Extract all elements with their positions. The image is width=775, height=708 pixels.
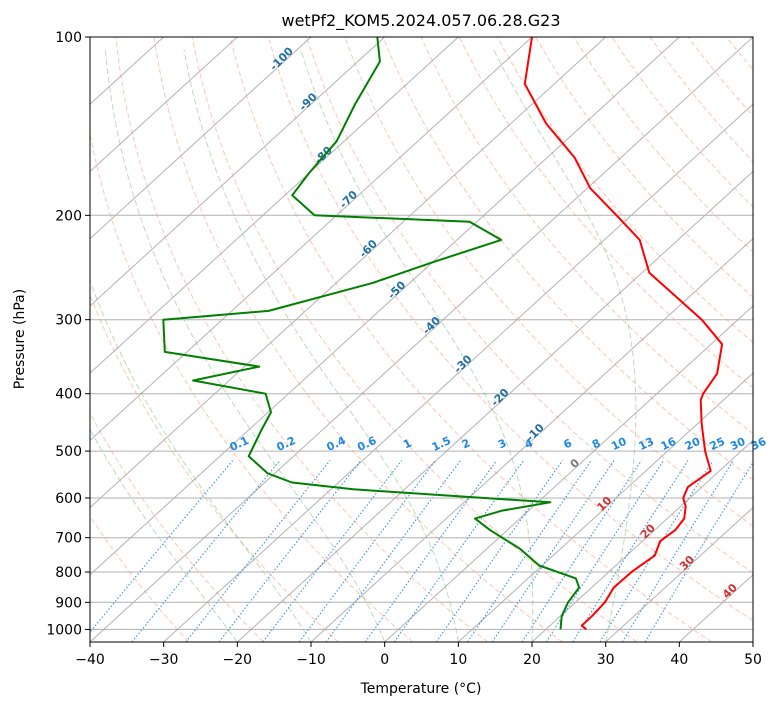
x-tick-label: −30 [149, 652, 179, 668]
x-tick-label: −20 [223, 652, 253, 668]
x-axis-label: Temperature (°C) [360, 681, 482, 697]
dry-adiabat [611, 37, 753, 208]
mixing-ratio-label: 13 [637, 435, 656, 453]
mixing-ratio-line [644, 461, 753, 642]
moist-adiabat [90, 428, 238, 642]
isotherm-line [90, 37, 312, 240]
y-axis-label: Pressure (hPa) [12, 289, 28, 389]
y-tick-label: 1000 [46, 622, 82, 638]
mixing-ratio-line [90, 460, 234, 633]
dry-adiabat [649, 37, 753, 163]
moist-adiabat [183, 49, 459, 642]
y-tick-label: 800 [55, 565, 82, 581]
isotherm-line [384, 305, 753, 642]
isotherm-line [90, 37, 238, 173]
y-axis-ticks: 1000 900 800 700 600 500 400 300 200 100 [46, 30, 90, 638]
x-tick-label: 30 [597, 652, 615, 668]
dry-adiabat [344, 37, 753, 527]
isotherm-line [90, 37, 459, 374]
isotherm-line [457, 372, 753, 642]
y-tick-label: 400 [55, 387, 82, 403]
dry-adiabat [306, 37, 753, 574]
y-tick-label: 700 [55, 531, 82, 547]
pressure-gridlines [90, 36, 753, 630]
mixing-ratio-line [325, 460, 461, 642]
profile-series [162, 37, 724, 631]
moist-adiabat [300, 49, 534, 642]
isotherm-line [236, 170, 753, 642]
isotherm-line [752, 641, 753, 642]
isotherm-line [90, 37, 753, 642]
y-tick-label: 200 [55, 208, 82, 224]
mixing-ratio-label: 10 [609, 435, 629, 453]
y-tick-label: 100 [55, 30, 82, 46]
dry-adiabat [90, 293, 339, 642]
x-tick-label: −10 [296, 652, 326, 668]
mixing-ratio-line [621, 460, 734, 642]
isotherm-line [90, 37, 386, 307]
y-tick-label: 900 [55, 595, 82, 611]
isotherm-line [310, 237, 753, 642]
dry-adiabat [229, 37, 712, 642]
chart-title: wetPf2_KOM5.2024.057.06.28.G23 [281, 11, 560, 31]
dry-adiabat [765, 37, 775, 642]
dewpoint-line [162, 37, 581, 630]
dry-adiabat [115, 37, 488, 642]
dry-adiabat [268, 37, 753, 622]
x-tick-label: 10 [449, 652, 467, 668]
x-axis-ticks: −40 −30 −20 −10 0 10 20 30 40 50 [75, 642, 762, 668]
isotherm-line [605, 506, 753, 642]
x-tick-label: 0 [380, 652, 389, 668]
mixing-ratio-line [467, 460, 592, 642]
dry-adiabat [535, 37, 753, 298]
isotherm-line [90, 37, 533, 442]
isotherm-line [90, 37, 680, 576]
mixing-ratio-line [521, 460, 642, 642]
mixing-ratio-label: 16 [659, 435, 679, 453]
x-tick-label: 40 [670, 652, 688, 668]
mixing-ratio-line [131, 460, 281, 642]
dry-adiabat [382, 37, 753, 481]
mixing-ratio-label: 25 [708, 435, 727, 453]
dry-adiabat [90, 131, 414, 642]
dry-adiabat [496, 37, 753, 344]
moist-adiabat [493, 49, 637, 642]
dry-adiabat [458, 37, 753, 389]
mixing-ratio-line [364, 460, 498, 642]
y-tick-label: 500 [55, 444, 82, 460]
plot-frame [89, 36, 754, 643]
temperature-line [523, 37, 724, 631]
dry-adiabat [90, 515, 190, 642]
mixing-ratio-line [298, 460, 437, 642]
y-tick-label: 300 [55, 313, 82, 329]
x-tick-label: 50 [744, 652, 762, 668]
isotherm-line [163, 103, 753, 642]
mixing-ratio-line [185, 460, 331, 642]
moist-adiabat [104, 49, 386, 642]
isotherm-line [531, 439, 753, 642]
mixing-ratio-line [491, 460, 615, 642]
mixing-ratio-line [545, 460, 665, 642]
x-tick-label: −40 [75, 652, 105, 668]
mixing-ratio-line [572, 460, 689, 642]
x-tick-label: 20 [523, 652, 541, 668]
mixing-ratio-label: 36 [749, 435, 769, 453]
mixing-ratio-label: 30 [728, 435, 748, 453]
mixing-ratio-label: 20 [683, 435, 703, 453]
background-lines [90, 37, 775, 642]
y-tick-label: 600 [55, 491, 82, 507]
isotherm-line [90, 37, 607, 509]
